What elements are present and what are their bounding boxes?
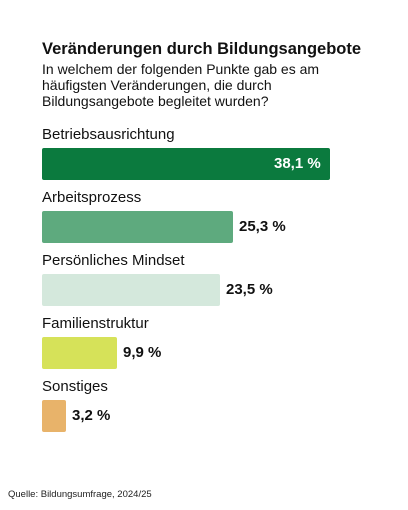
category-label: Persönliches Mindset [42,252,185,269]
value-label: 38,1 % [274,155,321,172]
bar [42,148,330,180]
chart-title: Veränderungen durch Bildungsangebote [42,40,362,58]
value-label: 23,5 % [226,281,273,298]
category-label: Arbeitsprozess [42,189,142,206]
bar [42,400,66,432]
value-label: 3,2 % [72,407,111,424]
source-note: Quelle: Bildungsumfrage, 2024/25 [8,489,152,500]
value-label: 25,3 % [239,218,286,235]
chart-subtitle: In welchem der folgenden Punkte gab es a… [42,61,320,109]
category-label: Sonstiges [42,378,108,395]
category-label: Familienstruktur [42,315,149,332]
bar [42,211,233,243]
value-label: 9,9 % [123,344,162,361]
bar [42,274,220,306]
bar [42,337,117,369]
category-label: Betriebsausrichtung [42,126,175,143]
